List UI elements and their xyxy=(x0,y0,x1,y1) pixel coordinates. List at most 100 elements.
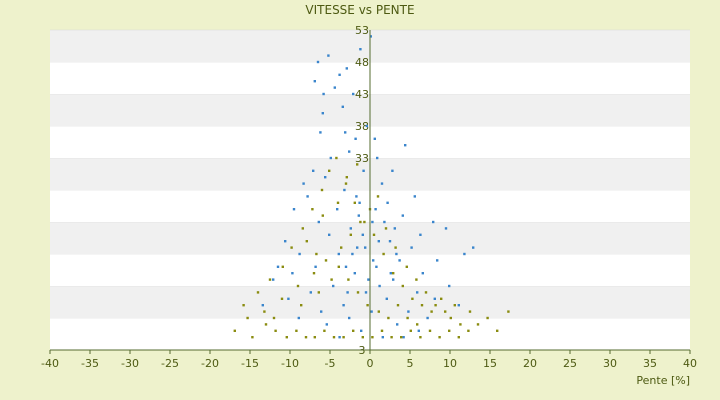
data-point xyxy=(370,310,373,313)
data-point xyxy=(263,310,266,313)
data-point xyxy=(311,208,314,211)
data-point xyxy=(317,220,320,224)
data-point xyxy=(359,220,362,224)
data-points xyxy=(233,35,510,339)
data-point xyxy=(322,92,325,96)
data-point xyxy=(323,329,326,332)
data-point xyxy=(433,297,436,300)
data-point xyxy=(378,284,381,288)
data-point xyxy=(276,265,280,268)
x-tick-label: -40 xyxy=(41,357,59,370)
data-point xyxy=(356,163,359,166)
y-tick-label: 53 xyxy=(355,24,369,37)
data-point xyxy=(251,336,254,339)
data-point xyxy=(359,48,362,51)
data-point xyxy=(352,92,355,96)
data-point xyxy=(342,336,345,339)
data-point xyxy=(361,336,364,339)
data-point xyxy=(353,201,356,204)
data-point xyxy=(371,336,374,339)
data-point xyxy=(338,73,341,76)
x-tick-label: 0 xyxy=(367,357,374,370)
data-point xyxy=(376,156,379,160)
data-point xyxy=(328,169,331,172)
data-point xyxy=(342,304,345,307)
data-point xyxy=(392,278,395,281)
data-point xyxy=(424,291,428,294)
data-point xyxy=(449,316,452,320)
data-point xyxy=(367,278,370,281)
x-tick-label: 25 xyxy=(563,357,577,370)
data-point xyxy=(371,220,374,224)
data-point xyxy=(320,188,324,192)
data-point xyxy=(365,124,368,128)
data-point xyxy=(338,336,341,339)
data-point xyxy=(507,310,510,313)
data-point xyxy=(332,284,335,288)
data-point xyxy=(297,316,300,320)
data-point xyxy=(315,252,318,256)
x-tick-label: -5 xyxy=(325,357,336,370)
data-point xyxy=(280,297,284,300)
data-point xyxy=(264,323,268,326)
data-point xyxy=(329,156,332,160)
data-point xyxy=(290,246,293,249)
data-point xyxy=(287,297,290,300)
data-point xyxy=(373,137,376,140)
data-point xyxy=(344,265,348,268)
data-point xyxy=(380,329,384,332)
x-tick-label: -25 xyxy=(161,357,179,370)
y-tick-label: 38 xyxy=(355,120,369,133)
data-point xyxy=(393,227,396,230)
data-point xyxy=(390,336,393,339)
data-point xyxy=(285,336,288,339)
data-point xyxy=(415,278,418,281)
data-point xyxy=(341,105,344,108)
data-point xyxy=(337,265,340,268)
data-point xyxy=(448,284,451,288)
data-point xyxy=(295,329,298,332)
data-point xyxy=(355,195,358,198)
data-point xyxy=(366,304,369,307)
data-point xyxy=(401,284,404,288)
data-point xyxy=(344,182,348,185)
data-point xyxy=(312,169,315,172)
data-point xyxy=(356,291,360,294)
data-point xyxy=(349,233,352,236)
data-point xyxy=(362,169,365,172)
data-point xyxy=(306,195,309,198)
data-point xyxy=(300,304,303,307)
x-tick-label: -20 xyxy=(201,357,219,370)
data-point xyxy=(372,259,375,262)
data-point xyxy=(317,291,320,294)
data-point xyxy=(463,252,466,256)
x-tick-label: 35 xyxy=(643,357,657,370)
x-tick-label: 5 xyxy=(407,357,414,370)
data-point xyxy=(291,272,294,275)
x-axis-label: Pente [%] xyxy=(636,374,690,387)
data-point xyxy=(330,278,333,281)
data-point xyxy=(457,304,460,307)
data-point xyxy=(272,316,276,320)
data-point xyxy=(383,220,386,224)
data-point xyxy=(302,182,305,185)
data-point xyxy=(316,60,320,64)
data-point xyxy=(356,246,359,249)
data-point xyxy=(345,67,348,70)
x-tick-label: -35 xyxy=(81,357,99,370)
data-point xyxy=(321,112,324,115)
data-point xyxy=(336,201,340,204)
data-point xyxy=(261,304,264,307)
data-point xyxy=(467,329,470,332)
data-point xyxy=(430,310,433,313)
data-point xyxy=(426,316,429,320)
data-point xyxy=(354,137,357,140)
data-point xyxy=(324,259,328,262)
data-point xyxy=(420,304,424,307)
data-point xyxy=(372,233,376,236)
data-point xyxy=(313,336,316,339)
data-point xyxy=(305,240,308,243)
data-point xyxy=(380,182,384,185)
x-tick-label: 20 xyxy=(523,357,537,370)
